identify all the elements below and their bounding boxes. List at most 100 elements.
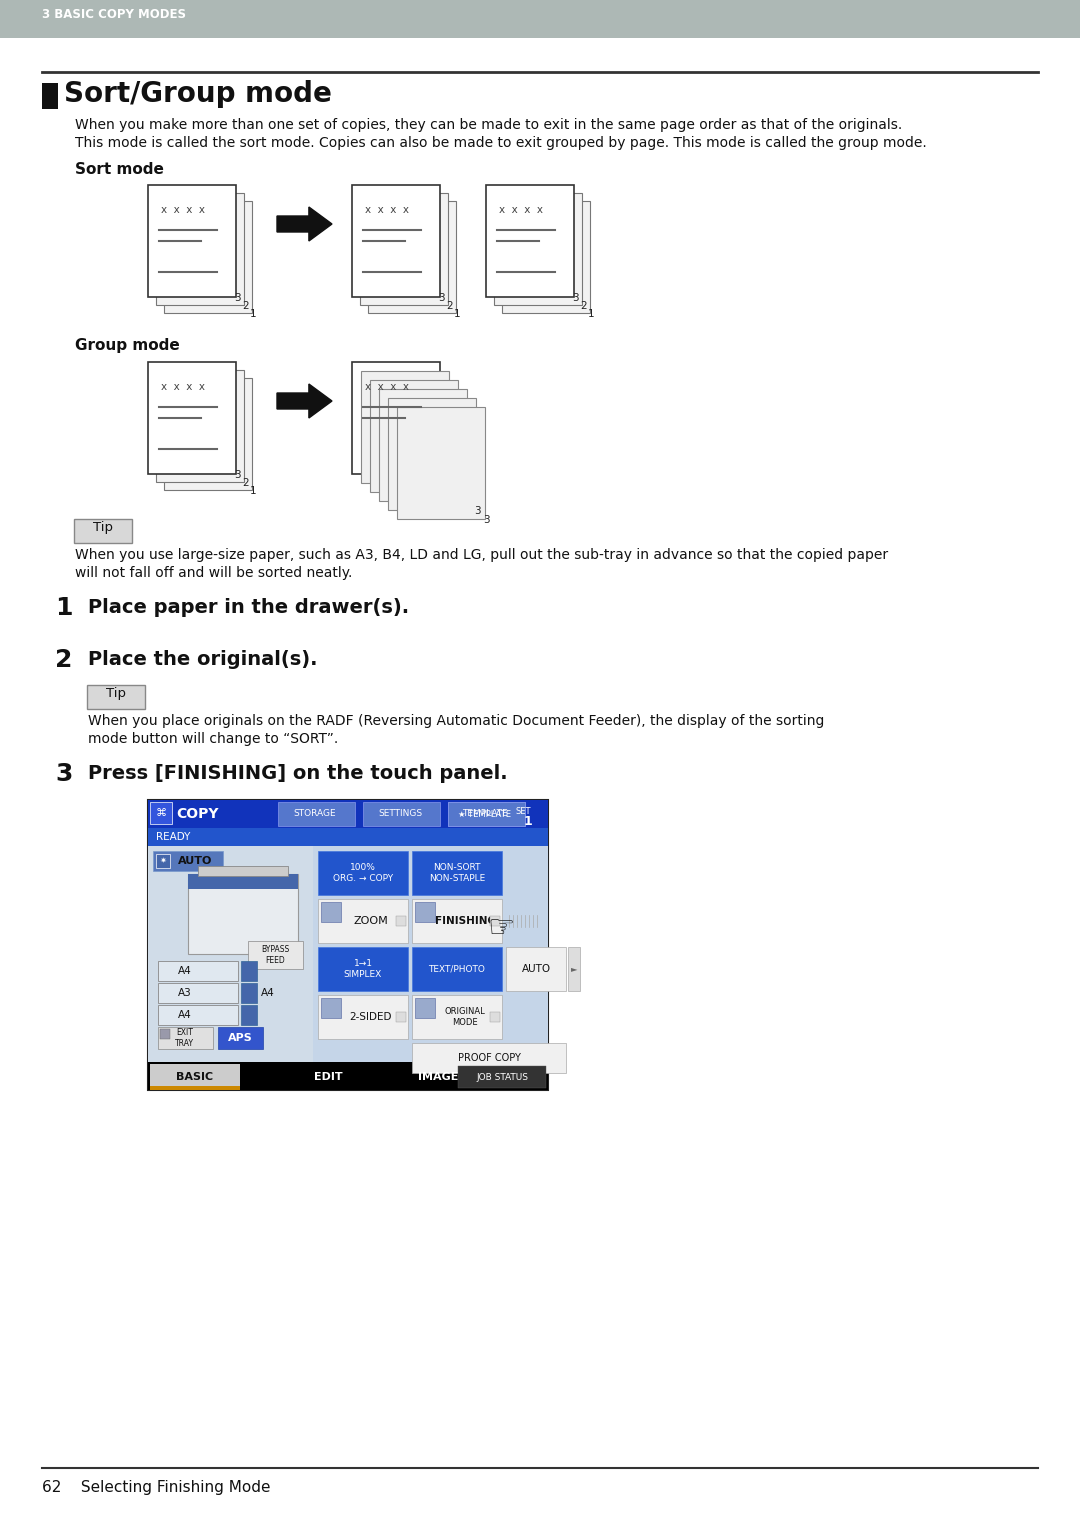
- Bar: [448, 802, 525, 827]
- Text: x  x  x  x: x x x x: [499, 205, 543, 215]
- Text: 1: 1: [55, 596, 72, 620]
- Text: 1→1
SIMPLEX: 1→1 SIMPLEX: [343, 960, 382, 979]
- Text: will not fall off and will be sorted neatly.: will not fall off and will be sorted nea…: [75, 565, 352, 581]
- Text: A3: A3: [178, 989, 192, 998]
- Text: x  x  x  x: x x x x: [365, 382, 409, 393]
- Bar: [568, 947, 580, 992]
- Text: FINISHING: FINISHING: [434, 915, 496, 926]
- Text: BASIC: BASIC: [176, 1073, 214, 1082]
- Text: JOB STATUS: JOB STATUS: [476, 1073, 528, 1082]
- FancyBboxPatch shape: [75, 520, 132, 542]
- Text: 3: 3: [483, 515, 489, 526]
- Text: 3: 3: [474, 506, 481, 516]
- Text: TEXT/PHOTO: TEXT/PHOTO: [429, 964, 485, 973]
- Bar: [188, 874, 298, 889]
- Bar: [352, 362, 440, 474]
- Text: Place the original(s).: Place the original(s).: [87, 649, 318, 669]
- Text: 1: 1: [588, 309, 595, 319]
- Bar: [368, 202, 456, 313]
- Text: ZOOM: ZOOM: [353, 915, 389, 926]
- Text: mode button will change to “SORT”.: mode button will change to “SORT”.: [87, 732, 338, 746]
- Bar: [379, 390, 467, 501]
- Bar: [148, 847, 313, 1062]
- Bar: [458, 1067, 546, 1088]
- Bar: [361, 371, 449, 483]
- Text: EDIT: EDIT: [313, 1073, 342, 1082]
- Text: PROOF COPY: PROOF COPY: [458, 1053, 521, 1063]
- Text: BYPASS
FEED: BYPASS FEED: [261, 946, 289, 964]
- Bar: [148, 828, 548, 847]
- Bar: [363, 802, 440, 827]
- Text: APS: APS: [228, 1033, 253, 1044]
- Text: ►: ►: [570, 964, 577, 973]
- Bar: [396, 1012, 406, 1022]
- Bar: [156, 370, 244, 481]
- Text: AUTO: AUTO: [178, 856, 213, 866]
- Bar: [318, 947, 408, 992]
- Bar: [156, 854, 170, 868]
- Text: IMAGE: IMAGE: [418, 1073, 458, 1082]
- Text: 2: 2: [55, 648, 72, 672]
- Bar: [388, 397, 476, 510]
- Text: 3: 3: [234, 471, 241, 480]
- Text: 1: 1: [524, 814, 532, 828]
- Bar: [494, 193, 582, 306]
- Text: ★ TEMPLATE: ★ TEMPLATE: [458, 810, 511, 819]
- Bar: [188, 874, 298, 953]
- Text: 3: 3: [55, 762, 72, 785]
- Text: 2: 2: [580, 301, 586, 312]
- Text: 2: 2: [456, 487, 462, 498]
- Text: Tip: Tip: [106, 688, 126, 700]
- Text: EXIT
TRAY: EXIT TRAY: [175, 1028, 194, 1048]
- Bar: [278, 802, 355, 827]
- Text: ORIGINAL
MODE: ORIGINAL MODE: [445, 1007, 485, 1027]
- Bar: [148, 847, 548, 1062]
- Bar: [156, 193, 244, 306]
- Text: STORAGE: STORAGE: [294, 810, 336, 819]
- Text: Tip: Tip: [93, 521, 113, 533]
- Text: COPY: COPY: [176, 807, 218, 821]
- Text: x  x  x  x: x x x x: [365, 205, 409, 215]
- Text: When you make more than one set of copies, they can be made to exit in the same : When you make more than one set of copie…: [75, 118, 902, 131]
- Text: 2: 2: [242, 301, 248, 312]
- Text: When you use large-size paper, such as A3, B4, LD and LG, pull out the sub-tray : When you use large-size paper, such as A…: [75, 549, 888, 562]
- Bar: [321, 902, 341, 921]
- Text: A4: A4: [178, 1010, 192, 1021]
- Text: 1: 1: [454, 309, 461, 319]
- Bar: [160, 1028, 170, 1039]
- Text: 3: 3: [438, 293, 445, 303]
- Bar: [148, 362, 237, 474]
- Text: When you place originals on the RADF (Reversing Automatic Document Feeder), the : When you place originals on the RADF (Re…: [87, 714, 824, 727]
- Text: SETTINGS: SETTINGS: [378, 810, 422, 819]
- Text: Place paper in the drawer(s).: Place paper in the drawer(s).: [87, 597, 409, 617]
- Text: A4: A4: [178, 966, 192, 976]
- Text: ☞: ☞: [487, 914, 515, 943]
- Text: 3 BASIC COPY MODES: 3 BASIC COPY MODES: [42, 8, 186, 21]
- Bar: [411, 851, 502, 895]
- Bar: [411, 947, 502, 992]
- Bar: [158, 1027, 213, 1050]
- Bar: [153, 851, 222, 871]
- Bar: [507, 947, 566, 992]
- Text: Sort/Group mode: Sort/Group mode: [64, 79, 332, 108]
- Bar: [411, 995, 502, 1039]
- Bar: [415, 902, 435, 921]
- Bar: [148, 801, 548, 828]
- Bar: [415, 998, 435, 1018]
- Text: ✷: ✷: [160, 857, 166, 865]
- Bar: [150, 1086, 240, 1089]
- Text: Sort mode: Sort mode: [75, 162, 164, 177]
- Bar: [164, 377, 252, 490]
- Bar: [241, 983, 257, 1002]
- Bar: [164, 202, 252, 313]
- Text: 2: 2: [465, 497, 472, 507]
- Text: READY: READY: [156, 833, 190, 842]
- Bar: [411, 898, 502, 943]
- Bar: [150, 1063, 240, 1089]
- Text: 1: 1: [447, 478, 454, 489]
- Text: TEMPLATE: TEMPLATE: [462, 810, 508, 819]
- Bar: [502, 202, 590, 313]
- Bar: [318, 851, 408, 895]
- Text: SET: SET: [515, 807, 530, 816]
- Bar: [352, 185, 440, 296]
